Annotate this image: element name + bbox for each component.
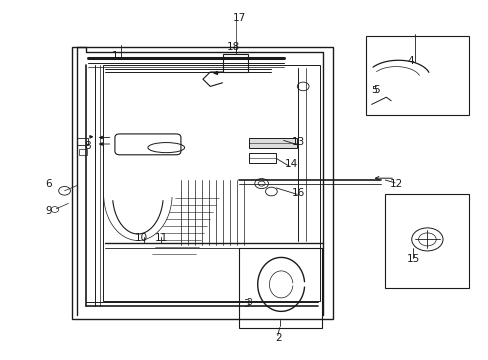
Text: 11: 11 (154, 233, 168, 243)
Bar (249, 153, 276, 163)
Text: 16: 16 (291, 188, 305, 198)
Text: 18: 18 (226, 42, 240, 52)
Bar (79, 149, 87, 155)
Text: 2: 2 (275, 333, 282, 343)
Text: 10: 10 (135, 233, 148, 243)
Text: 17: 17 (232, 13, 246, 23)
Bar (102, 65, 320, 301)
Bar (238, 248, 321, 328)
Text: 3: 3 (246, 298, 252, 307)
Text: 9: 9 (45, 206, 52, 216)
Text: 8: 8 (84, 141, 91, 151)
Text: 3: 3 (243, 299, 250, 309)
Bar (77, 138, 88, 145)
Text: 6: 6 (45, 179, 52, 189)
Bar (72, 47, 332, 319)
Text: 14: 14 (284, 159, 297, 169)
Text: 15: 15 (406, 254, 419, 264)
Bar (249, 138, 297, 148)
Bar (365, 36, 468, 115)
Text: 1: 1 (111, 51, 118, 61)
Text: 13: 13 (291, 137, 305, 147)
Text: 5: 5 (370, 86, 376, 95)
Bar (385, 194, 468, 288)
Text: 4: 4 (407, 56, 413, 66)
Text: 12: 12 (388, 179, 402, 189)
Bar (223, 54, 247, 72)
Text: 5: 5 (372, 85, 379, 95)
